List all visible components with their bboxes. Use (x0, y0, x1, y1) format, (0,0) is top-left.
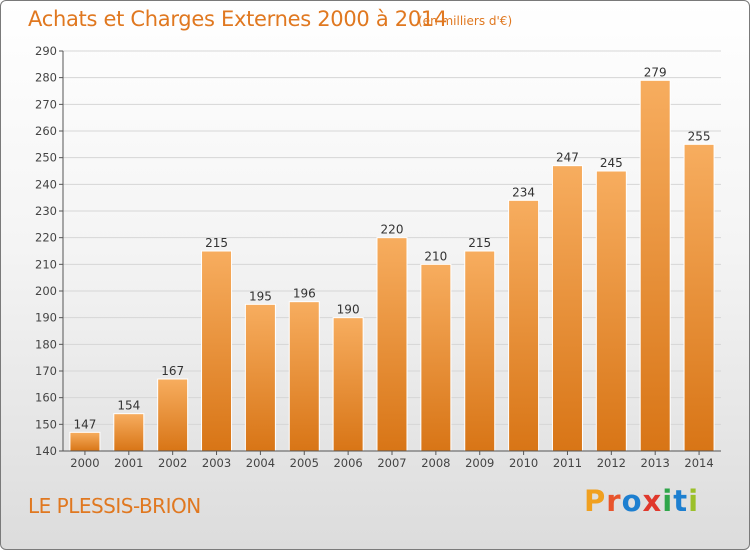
x-tick-label: 2001 (114, 456, 143, 470)
bar-value-label: 215 (468, 236, 491, 250)
y-tick-label: 190 (35, 311, 57, 325)
bar-value-label: 247 (556, 151, 579, 165)
bars (69, 79, 715, 452)
y-tick-label: 140 (35, 444, 57, 458)
bar-2001 (113, 413, 145, 452)
x-tick-label: 2012 (597, 456, 626, 470)
x-tick-label: 2006 (333, 456, 362, 470)
bar-2014 (683, 143, 715, 452)
bar-value-label: 279 (644, 65, 667, 79)
y-tick-label: 280 (35, 71, 57, 85)
chart-title: Achats et Charges Externes 2000 à 2014 (28, 7, 448, 31)
x-tick-label: 2002 (158, 456, 187, 470)
x-tick-label: 2010 (509, 456, 538, 470)
bar-2002 (157, 378, 189, 452)
x-tick-label: 2003 (202, 456, 231, 470)
x-tick-label: 2013 (641, 456, 670, 470)
x-tick-label: 2011 (553, 456, 582, 470)
bar-value-label: 210 (424, 249, 447, 263)
y-tick-label: 250 (35, 151, 57, 165)
x-tick-label: 2009 (465, 456, 494, 470)
y-tick-label: 270 (35, 97, 57, 111)
x-tick-label: 2005 (290, 456, 319, 470)
bar-2006 (332, 317, 364, 452)
bar-2010 (508, 199, 540, 452)
bar-2007 (376, 237, 408, 452)
chart-subtitle: (en milliers d'€) (418, 14, 513, 28)
y-tick-label: 230 (35, 204, 57, 218)
y-tick-label: 160 (35, 391, 57, 405)
bar-2004 (244, 303, 276, 452)
bar-value-label: 147 (73, 417, 96, 431)
y-tick-label: 180 (35, 337, 57, 351)
proxiti-logo[interactable]: Proxiti (584, 484, 700, 518)
bar-value-label: 167 (161, 364, 184, 378)
bar-value-label: 234 (512, 185, 535, 199)
bar-value-label: 255 (688, 129, 711, 143)
y-tick-label: 170 (35, 364, 57, 378)
bar-value-label: 245 (600, 156, 623, 170)
y-tick-label: 240 (35, 177, 57, 191)
bar-2009 (464, 250, 496, 452)
y-tick-label: 200 (35, 284, 57, 298)
x-tick-label: 2000 (70, 456, 99, 470)
y-tick-label: 260 (35, 124, 57, 138)
axes: 140 150 160 170 180 190 200 210 220 230 240 250 260 2… (35, 44, 721, 470)
bar-2008 (420, 263, 452, 452)
bar-2013 (639, 79, 671, 452)
bar-labels: 147 154 167 215 195 196 190 220 210 215 234 247 245 2… (73, 65, 710, 431)
bar-2000 (69, 431, 101, 452)
y-tick-label: 220 (35, 231, 57, 245)
x-tick-label: 2007 (377, 456, 406, 470)
y-tick-label: 150 (35, 417, 57, 431)
bar-2005 (288, 301, 320, 452)
x-tick-label: 2014 (684, 456, 713, 470)
bar-2003 (201, 250, 233, 452)
bar-2011 (551, 165, 583, 452)
y-tick-label: 210 (35, 257, 57, 271)
bar-value-label: 196 (293, 287, 316, 301)
bar-value-label: 190 (337, 303, 360, 317)
bar-value-label: 220 (381, 223, 404, 237)
x-tick-label: 2004 (246, 456, 275, 470)
town-name: LE PLESSIS-BRION (28, 494, 201, 518)
x-tick-label: 2008 (421, 456, 450, 470)
bar-value-label: 154 (117, 399, 140, 413)
bar-value-label: 215 (205, 236, 228, 250)
bar-value-label: 195 (249, 289, 272, 303)
y-tick-label: 290 (35, 44, 57, 58)
bar-2012 (595, 170, 627, 452)
